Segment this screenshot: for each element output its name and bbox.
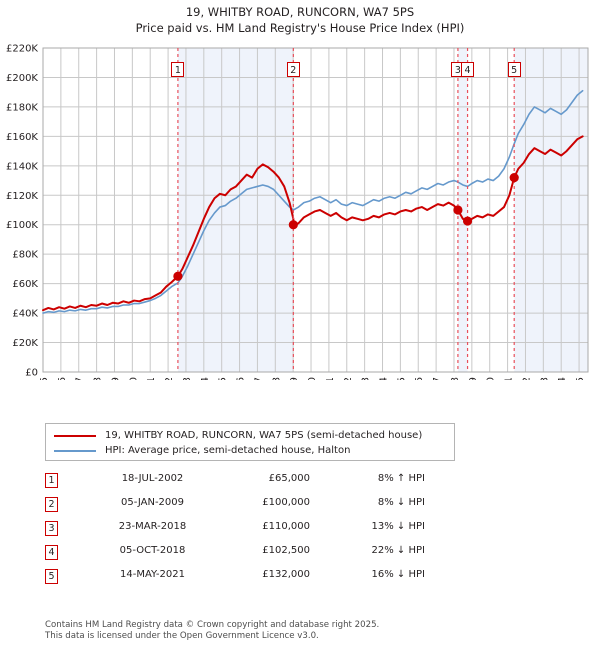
svg-text:2015: 2015 — [396, 377, 407, 380]
svg-text:£160K: £160K — [6, 132, 38, 143]
svg-text:2024: 2024 — [557, 377, 568, 380]
svg-text:£0: £0 — [25, 368, 38, 379]
transaction-marker-3: 3 — [45, 521, 58, 536]
transaction-date: 23-MAR-2018 — [118, 521, 187, 532]
transaction-date: 18-JUL-2002 — [121, 473, 184, 484]
transaction-hpi-delta: 13% ↓ HPI — [371, 521, 425, 532]
footer-copyright: Contains HM Land Registry data © Crown c… — [45, 620, 380, 630]
svg-text:1998: 1998 — [93, 377, 104, 380]
transaction-price: £132,000 — [262, 569, 310, 580]
transaction-date: 14-MAY-2021 — [119, 569, 185, 580]
transaction-hpi-delta: 16% ↓ HPI — [371, 569, 425, 580]
svg-text:2001: 2001 — [146, 377, 157, 380]
svg-text:£60K: £60K — [12, 279, 38, 290]
svg-text:2003: 2003 — [182, 377, 193, 380]
svg-text:1997: 1997 — [75, 377, 86, 380]
svg-text:2012: 2012 — [343, 377, 354, 380]
transaction-price: £100,000 — [262, 497, 310, 508]
svg-text:2025: 2025 — [575, 377, 586, 380]
transaction-hpi-delta: 22% ↓ HPI — [371, 545, 425, 556]
svg-text:£140K: £140K — [6, 161, 38, 172]
svg-text:2005: 2005 — [218, 377, 229, 380]
svg-text:1996: 1996 — [57, 377, 68, 380]
chart-legend: 19, WHITBY ROAD, RUNCORN, WA7 5PS (semi-… — [45, 423, 455, 461]
svg-text:2022: 2022 — [521, 377, 532, 380]
transaction-marker-1: 1 — [45, 473, 58, 488]
legend-item-property: 19, WHITBY ROAD, RUNCORN, WA7 5PS (semi-… — [46, 428, 454, 443]
table-row: 2 05-JAN-2009 £100,000 8% ↓ HPI — [45, 496, 475, 520]
transaction-date: 05-JAN-2009 — [120, 497, 185, 508]
price-chart: £0 £20K £40K £60K £80K £100K £120K £140K £160K £1… — [0, 40, 600, 380]
legend-label-hpi: HPI: Average price, semi-detached house,… — [105, 445, 351, 456]
page-title: 19, WHITBY ROAD, RUNCORN, WA7 5PS — [185, 5, 415, 19]
svg-text:2020: 2020 — [486, 377, 497, 380]
svg-text:2019: 2019 — [468, 377, 479, 380]
transaction-hpi-delta: 8% ↑ HPI — [377, 473, 425, 484]
svg-text:£180K: £180K — [6, 102, 38, 113]
svg-text:2009: 2009 — [289, 377, 300, 380]
svg-text:£20K: £20K — [12, 338, 38, 349]
table-row: 5 14-MAY-2021 £132,000 16% ↓ HPI — [45, 568, 475, 592]
transaction-price: £102,500 — [262, 545, 310, 556]
svg-text:£40K: £40K — [12, 309, 38, 320]
svg-text:2002: 2002 — [164, 377, 175, 380]
chart-marker-4: 4 — [461, 62, 475, 77]
svg-text:2021: 2021 — [504, 377, 515, 380]
svg-text:2016: 2016 — [414, 377, 425, 380]
transaction-marker-4: 4 — [45, 545, 58, 560]
svg-text:2018: 2018 — [450, 377, 461, 380]
footer-licence: This data is licensed under the Open Gov… — [45, 630, 319, 641]
svg-text:2006: 2006 — [236, 377, 247, 380]
transaction-marker-2: 2 — [45, 497, 58, 512]
svg-text:2000: 2000 — [128, 377, 139, 380]
svg-text:2010: 2010 — [307, 377, 318, 380]
legend-swatch-property — [54, 434, 96, 437]
table-row: 3 23-MAR-2018 £110,000 13% ↓ HPI — [45, 520, 475, 544]
svg-text:1999: 1999 — [110, 377, 121, 380]
chart-canvas: £0 £20K £40K £60K £80K £100K £120K £140K £160K £1… — [6, 44, 589, 380]
svg-text:2017: 2017 — [432, 377, 443, 380]
page-subtitle: Price paid vs. HM Land Registry's House … — [135, 21, 465, 35]
svg-text:2023: 2023 — [539, 377, 550, 380]
svg-text:£80K: £80K — [12, 250, 38, 261]
svg-text:£100K: £100K — [6, 220, 38, 231]
svg-text:£200K: £200K — [6, 73, 38, 84]
legend-item-hpi: HPI: Average price, semi-detached house,… — [46, 443, 454, 458]
chart-marker-1: 1 — [171, 62, 185, 77]
table-row: 4 05-OCT-2018 £102,500 22% ↓ HPI — [45, 544, 475, 568]
svg-text:2004: 2004 — [200, 377, 211, 380]
svg-text:2008: 2008 — [271, 377, 282, 380]
legend-label-property: 19, WHITBY ROAD, RUNCORN, WA7 5PS (semi-… — [105, 430, 423, 441]
svg-text:2011: 2011 — [325, 377, 336, 380]
svg-text:£220K: £220K — [6, 44, 38, 55]
transaction-date: 05-OCT-2018 — [119, 545, 186, 556]
chart-marker-2: 2 — [286, 62, 300, 77]
svg-text:2013: 2013 — [361, 377, 372, 380]
transaction-marker-5: 5 — [45, 569, 58, 584]
transaction-hpi-delta: 8% ↓ HPI — [377, 497, 425, 508]
svg-text:2014: 2014 — [379, 377, 390, 380]
transaction-price: £110,000 — [262, 521, 310, 532]
svg-text:1995: 1995 — [39, 377, 50, 380]
svg-text:2007: 2007 — [253, 377, 264, 380]
svg-text:£120K: £120K — [6, 191, 38, 202]
title-block: 19, WHITBY ROAD, RUNCORN, WA7 5PS Price … — [0, 4, 600, 36]
footer-attribution: Contains HM Land Registry data © Crown c… — [45, 620, 575, 641]
transactions-table: 1 18-JUL-2002 £65,000 8% ↑ HPI 2 05-JAN-… — [45, 472, 475, 592]
chart-marker-5: 5 — [507, 62, 521, 77]
transaction-price: £65,000 — [268, 473, 310, 484]
table-row: 1 18-JUL-2002 £65,000 8% ↑ HPI — [45, 472, 475, 496]
legend-swatch-hpi — [54, 449, 96, 452]
